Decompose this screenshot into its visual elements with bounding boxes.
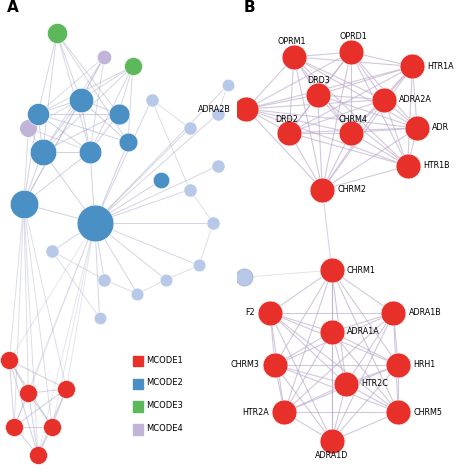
Text: OPRD1: OPRD1	[339, 33, 367, 41]
Point	[91, 219, 99, 227]
Text: A: A	[7, 0, 19, 15]
Point	[124, 138, 132, 146]
Point	[240, 273, 248, 281]
Point	[77, 96, 84, 103]
Point	[34, 110, 42, 118]
Bar	[133, 379, 143, 389]
Point	[6, 356, 13, 364]
Text: CHRM1: CHRM1	[347, 266, 376, 274]
Point	[290, 53, 298, 61]
Point	[195, 262, 203, 269]
Text: HTR1A: HTR1A	[428, 62, 454, 71]
Bar	[133, 401, 143, 412]
Point	[314, 91, 321, 99]
Point	[148, 96, 155, 103]
Text: CHRM4: CHRM4	[339, 115, 367, 124]
Point	[404, 162, 411, 170]
Point	[347, 129, 355, 137]
Text: B: B	[244, 0, 256, 15]
Point	[20, 200, 27, 208]
Point	[129, 63, 137, 70]
Text: MCODE3: MCODE3	[146, 401, 183, 410]
Point	[34, 451, 42, 459]
Text: HRH1: HRH1	[413, 361, 436, 369]
Text: DRD2: DRD2	[275, 115, 298, 124]
Point	[162, 276, 170, 283]
Point	[186, 124, 193, 132]
Point	[224, 82, 231, 89]
Point	[328, 437, 336, 445]
Point	[25, 390, 32, 397]
Point	[186, 186, 193, 193]
Point	[115, 110, 122, 118]
Text: ADR: ADR	[432, 124, 449, 132]
Text: ADRA1D: ADRA1D	[315, 452, 348, 460]
Point	[96, 314, 103, 321]
Text: ADRA2B: ADRA2B	[199, 105, 231, 113]
Point	[390, 309, 397, 317]
Point	[342, 380, 350, 388]
Point	[328, 328, 336, 336]
Text: F2: F2	[246, 309, 255, 317]
Text: HTR1B: HTR1B	[423, 162, 449, 170]
Text: HTR2C: HTR2C	[361, 380, 388, 388]
Point	[214, 162, 222, 170]
Point	[214, 110, 222, 118]
Text: CHRM2: CHRM2	[337, 185, 366, 194]
Point	[86, 148, 94, 155]
Point	[281, 409, 288, 416]
Text: OPRM1: OPRM1	[277, 37, 306, 46]
Point	[39, 148, 46, 155]
Point	[210, 219, 217, 227]
Point	[134, 290, 141, 298]
Point	[380, 96, 388, 103]
Point	[285, 129, 293, 137]
Point	[347, 48, 355, 56]
Text: MCODE2: MCODE2	[146, 379, 183, 387]
Point	[409, 63, 416, 70]
Point	[48, 423, 56, 430]
Text: DRD3: DRD3	[307, 76, 330, 85]
Point	[271, 361, 279, 369]
Point	[25, 124, 32, 132]
Point	[100, 276, 108, 283]
Text: ADRA1B: ADRA1B	[409, 309, 441, 317]
Text: MCODE4: MCODE4	[146, 424, 183, 433]
Text: CHRM3: CHRM3	[231, 361, 260, 369]
Text: MCODE1: MCODE1	[146, 356, 183, 365]
Text: HTR2A: HTR2A	[243, 408, 269, 417]
Point	[413, 124, 421, 132]
Point	[394, 409, 402, 416]
Point	[328, 266, 336, 274]
Point	[319, 186, 326, 193]
Bar	[133, 424, 143, 435]
Text: ADRA2A: ADRA2A	[399, 95, 432, 104]
Text: CHRM5: CHRM5	[413, 408, 442, 417]
Point	[100, 53, 108, 61]
Point	[243, 105, 250, 113]
Point	[48, 247, 56, 255]
Point	[157, 176, 165, 184]
Point	[266, 309, 274, 317]
Text: ADRA1A: ADRA1A	[347, 328, 380, 336]
Point	[10, 423, 18, 430]
Bar	[133, 356, 143, 366]
Point	[394, 361, 402, 369]
Point	[53, 29, 61, 37]
Point	[63, 385, 70, 392]
